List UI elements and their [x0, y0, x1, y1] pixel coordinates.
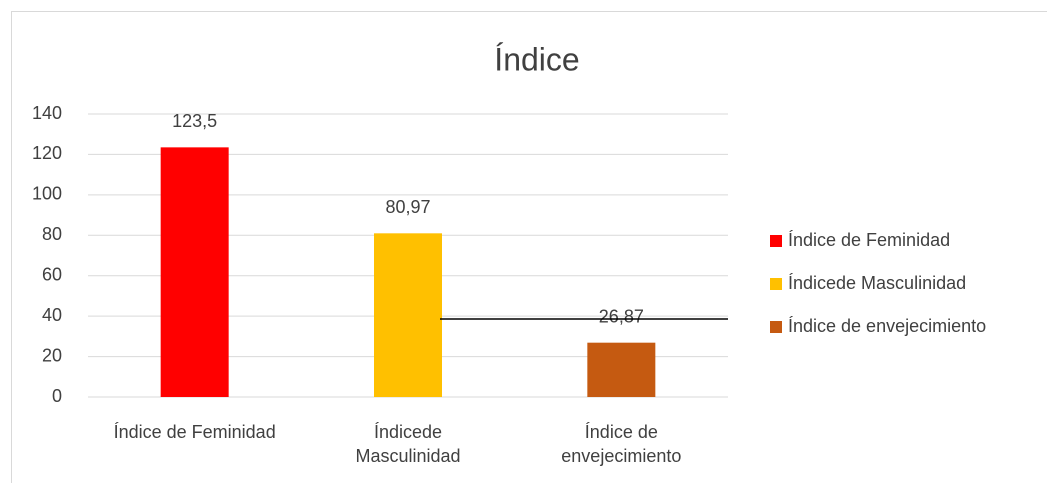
y-tick-label: 20 [42, 345, 62, 365]
data-label: 123,5 [172, 111, 217, 131]
bar [374, 233, 442, 397]
legend-swatch [770, 321, 782, 333]
x-tick-label: Índice de Feminidad [114, 422, 276, 442]
chart-title: Índice [494, 41, 579, 77]
y-tick-label: 40 [42, 305, 62, 325]
legend-label: Índice de envejecimiento [788, 316, 986, 336]
legend-swatch [770, 278, 782, 290]
x-tick-label: Índice de envejecimiento [561, 422, 681, 466]
bar [160, 147, 229, 397]
y-tick-label: 80 [42, 224, 62, 244]
y-tick-label: 0 [52, 386, 62, 406]
bar [587, 342, 656, 397]
x-tick-label: Índicede Masculinidad [355, 422, 460, 466]
y-tick-label: 140 [32, 103, 62, 123]
y-tick-label: 120 [32, 143, 62, 163]
legend-label: Índice de Feminidad [788, 230, 950, 250]
legend-swatch [770, 235, 782, 247]
legend-label: Índicede Masculinidad [788, 273, 966, 293]
data-label: 26,87 [599, 306, 644, 326]
data-label: 80,97 [385, 197, 430, 217]
y-tick-label: 60 [42, 264, 62, 284]
y-tick-label: 100 [32, 184, 62, 204]
